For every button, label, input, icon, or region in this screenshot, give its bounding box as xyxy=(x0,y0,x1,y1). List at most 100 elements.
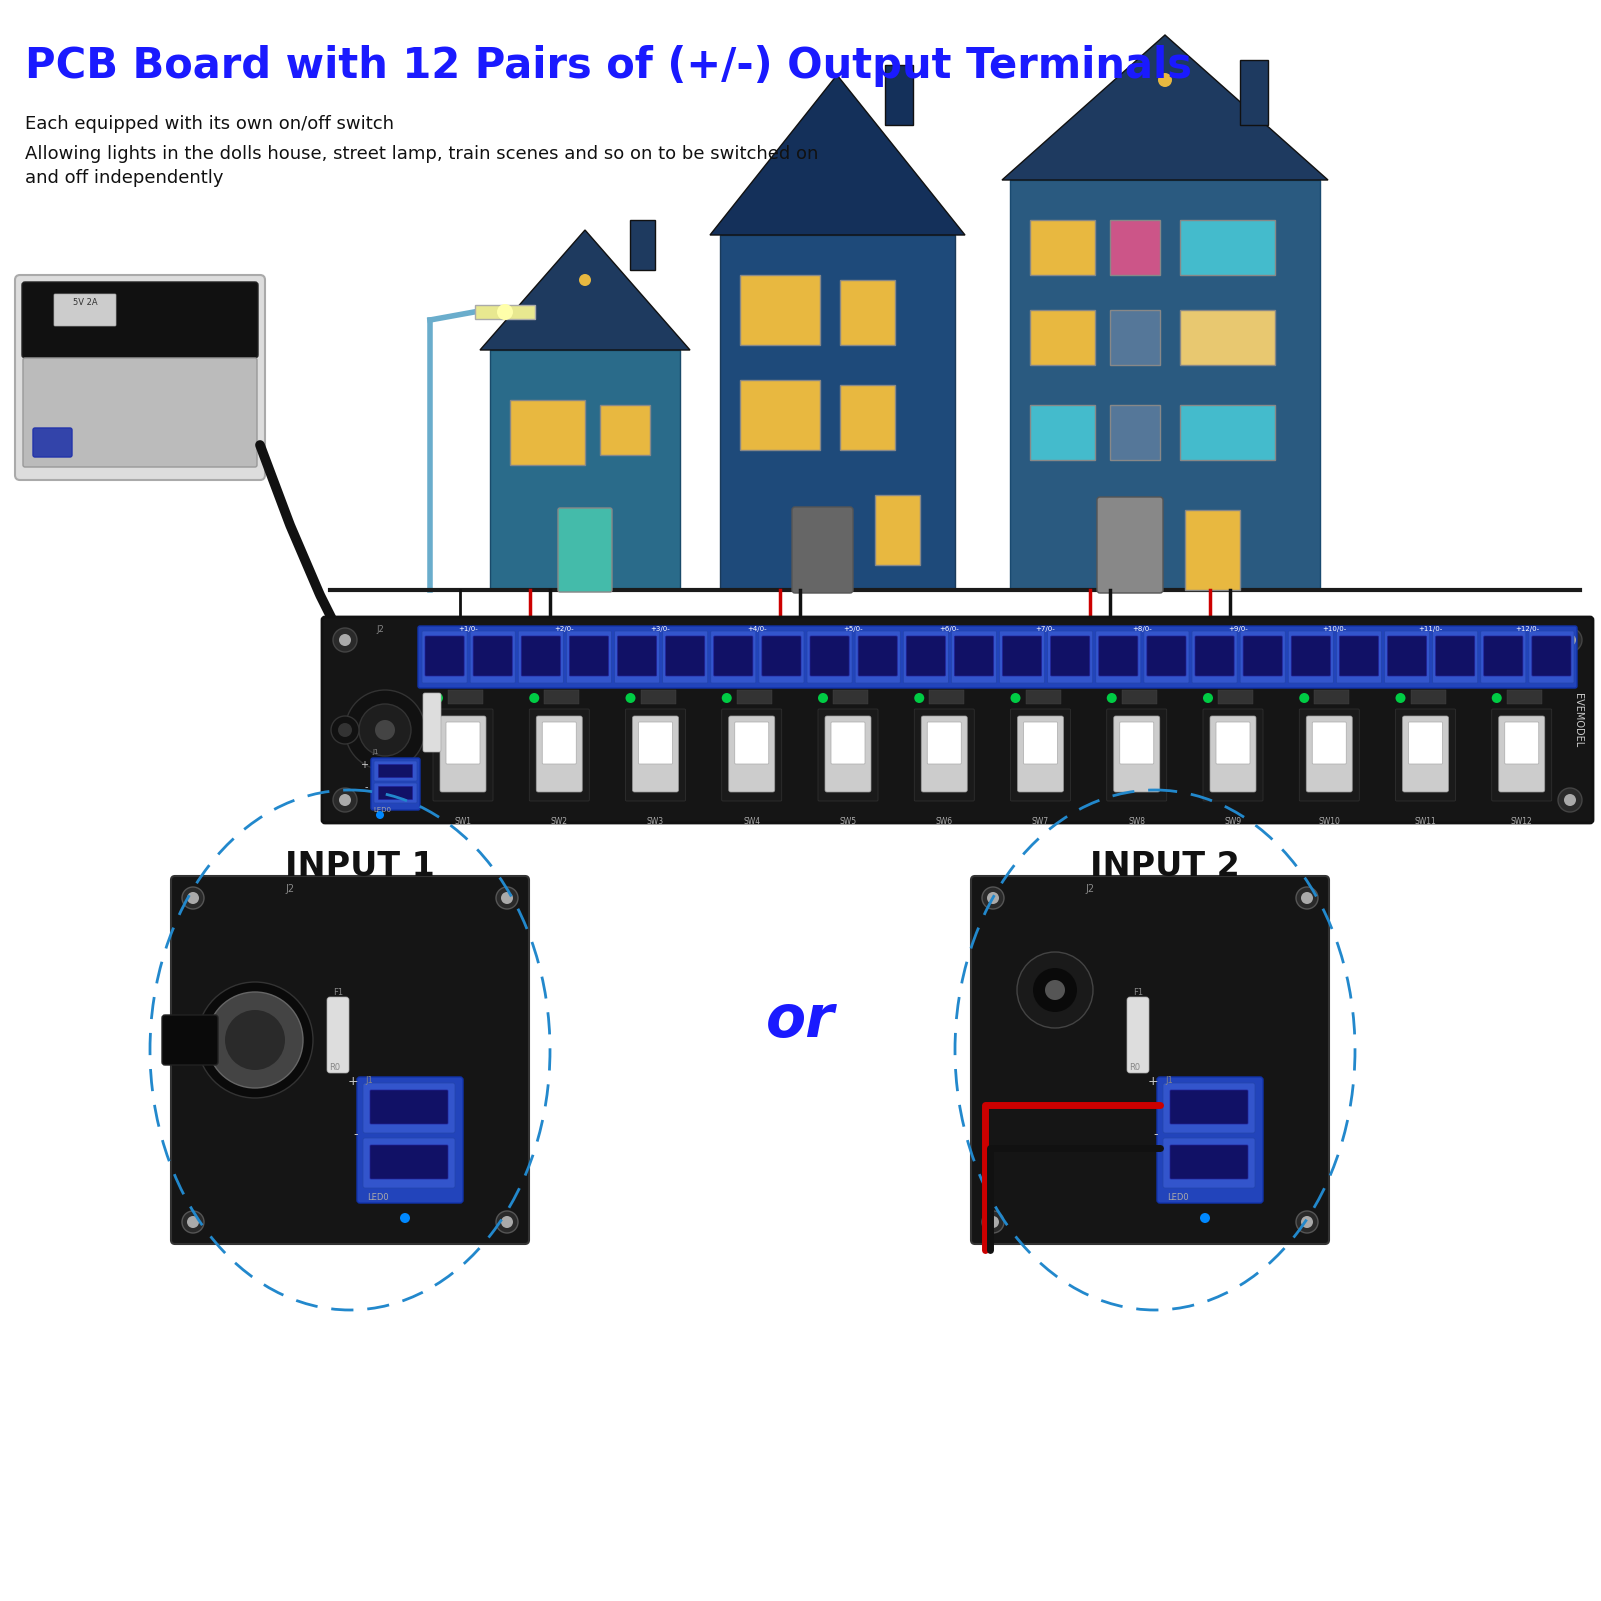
Text: EVEMODEL: EVEMODEL xyxy=(1574,693,1583,748)
FancyBboxPatch shape xyxy=(1337,631,1382,684)
FancyBboxPatch shape xyxy=(615,631,660,684)
Text: +: + xyxy=(1148,1074,1158,1089)
FancyBboxPatch shape xyxy=(903,631,948,684)
Circle shape xyxy=(981,1210,1004,1233)
Circle shape xyxy=(344,690,424,770)
Text: Allowing lights in the dolls house, street lamp, train scenes and so on to be sw: Allowing lights in the dolls house, stre… xyxy=(26,146,818,187)
Bar xyxy=(1185,511,1241,591)
Circle shape xyxy=(496,887,519,909)
Text: SW1: SW1 xyxy=(455,817,472,826)
Bar xyxy=(740,275,820,344)
Circle shape xyxy=(215,1001,295,1081)
Circle shape xyxy=(197,981,314,1098)
Circle shape xyxy=(1564,794,1575,805)
Circle shape xyxy=(187,1217,199,1228)
Polygon shape xyxy=(480,231,690,351)
FancyBboxPatch shape xyxy=(1242,636,1282,676)
FancyBboxPatch shape xyxy=(762,636,800,676)
Text: R0: R0 xyxy=(1129,1063,1140,1073)
Circle shape xyxy=(226,1010,285,1069)
Circle shape xyxy=(1017,953,1093,1028)
FancyBboxPatch shape xyxy=(1481,631,1526,684)
FancyBboxPatch shape xyxy=(1313,722,1346,764)
FancyBboxPatch shape xyxy=(1114,716,1159,792)
FancyBboxPatch shape xyxy=(1143,631,1190,684)
Bar xyxy=(876,495,921,565)
Circle shape xyxy=(1396,693,1406,703)
Circle shape xyxy=(530,693,540,703)
Bar xyxy=(1029,405,1095,459)
Text: Each equipped with its own on/off switch: Each equipped with its own on/off switch xyxy=(26,115,394,133)
FancyBboxPatch shape xyxy=(432,709,493,800)
FancyBboxPatch shape xyxy=(1529,631,1574,684)
FancyBboxPatch shape xyxy=(1292,636,1330,676)
FancyBboxPatch shape xyxy=(543,722,576,764)
Text: or: or xyxy=(765,991,834,1049)
Bar xyxy=(1314,690,1350,704)
FancyBboxPatch shape xyxy=(363,1082,455,1134)
FancyBboxPatch shape xyxy=(1047,631,1093,684)
Bar xyxy=(640,690,676,704)
FancyBboxPatch shape xyxy=(1289,631,1334,684)
Circle shape xyxy=(339,634,351,645)
FancyBboxPatch shape xyxy=(639,722,672,764)
Circle shape xyxy=(626,693,636,703)
FancyBboxPatch shape xyxy=(1010,709,1071,800)
Text: SW9: SW9 xyxy=(1225,817,1241,826)
FancyBboxPatch shape xyxy=(1106,709,1167,800)
FancyBboxPatch shape xyxy=(1158,1077,1263,1202)
FancyBboxPatch shape xyxy=(632,716,679,792)
Text: J1: J1 xyxy=(1166,1076,1174,1085)
Text: +7/0-: +7/0- xyxy=(1036,626,1055,632)
FancyBboxPatch shape xyxy=(471,631,516,684)
FancyBboxPatch shape xyxy=(322,616,1593,823)
Text: SW8: SW8 xyxy=(1129,817,1145,826)
Bar xyxy=(600,405,650,455)
Circle shape xyxy=(501,1217,512,1228)
Circle shape xyxy=(1564,634,1575,645)
FancyBboxPatch shape xyxy=(855,631,900,684)
Bar xyxy=(736,690,772,704)
Text: SW4: SW4 xyxy=(743,817,760,826)
FancyBboxPatch shape xyxy=(1119,722,1154,764)
FancyBboxPatch shape xyxy=(818,709,877,800)
FancyBboxPatch shape xyxy=(1170,1090,1249,1124)
Text: F1: F1 xyxy=(333,988,343,997)
FancyBboxPatch shape xyxy=(1210,716,1257,792)
FancyBboxPatch shape xyxy=(1505,722,1539,764)
FancyBboxPatch shape xyxy=(618,636,656,676)
FancyBboxPatch shape xyxy=(927,722,961,764)
FancyBboxPatch shape xyxy=(1532,636,1571,676)
Text: +10/0-: +10/0- xyxy=(1322,626,1346,632)
Bar xyxy=(1109,311,1161,365)
Bar xyxy=(1180,311,1274,365)
Bar xyxy=(1109,405,1161,459)
FancyBboxPatch shape xyxy=(378,786,413,799)
Bar xyxy=(740,379,820,450)
Text: +: + xyxy=(360,760,368,770)
Text: PCB Board with 12 Pairs of (+/-) Output Terminals: PCB Board with 12 Pairs of (+/-) Output … xyxy=(26,45,1193,86)
FancyBboxPatch shape xyxy=(536,716,583,792)
Circle shape xyxy=(986,892,999,905)
FancyBboxPatch shape xyxy=(327,997,349,1073)
FancyBboxPatch shape xyxy=(375,783,416,804)
FancyBboxPatch shape xyxy=(1385,631,1430,684)
FancyBboxPatch shape xyxy=(1098,636,1138,676)
Circle shape xyxy=(981,887,1004,909)
Text: -: - xyxy=(365,781,368,792)
FancyBboxPatch shape xyxy=(522,636,560,676)
Circle shape xyxy=(1202,693,1214,703)
Bar xyxy=(1218,690,1254,704)
Bar xyxy=(1010,179,1319,591)
Circle shape xyxy=(183,887,203,909)
FancyBboxPatch shape xyxy=(831,722,865,764)
FancyBboxPatch shape xyxy=(375,760,416,781)
Text: +9/0-: +9/0- xyxy=(1228,626,1249,632)
Text: +4/0-: +4/0- xyxy=(748,626,767,632)
FancyBboxPatch shape xyxy=(1492,709,1551,800)
FancyBboxPatch shape xyxy=(1340,636,1378,676)
Circle shape xyxy=(580,274,591,287)
FancyBboxPatch shape xyxy=(807,631,852,684)
Bar xyxy=(1180,219,1274,275)
FancyBboxPatch shape xyxy=(1402,716,1449,792)
